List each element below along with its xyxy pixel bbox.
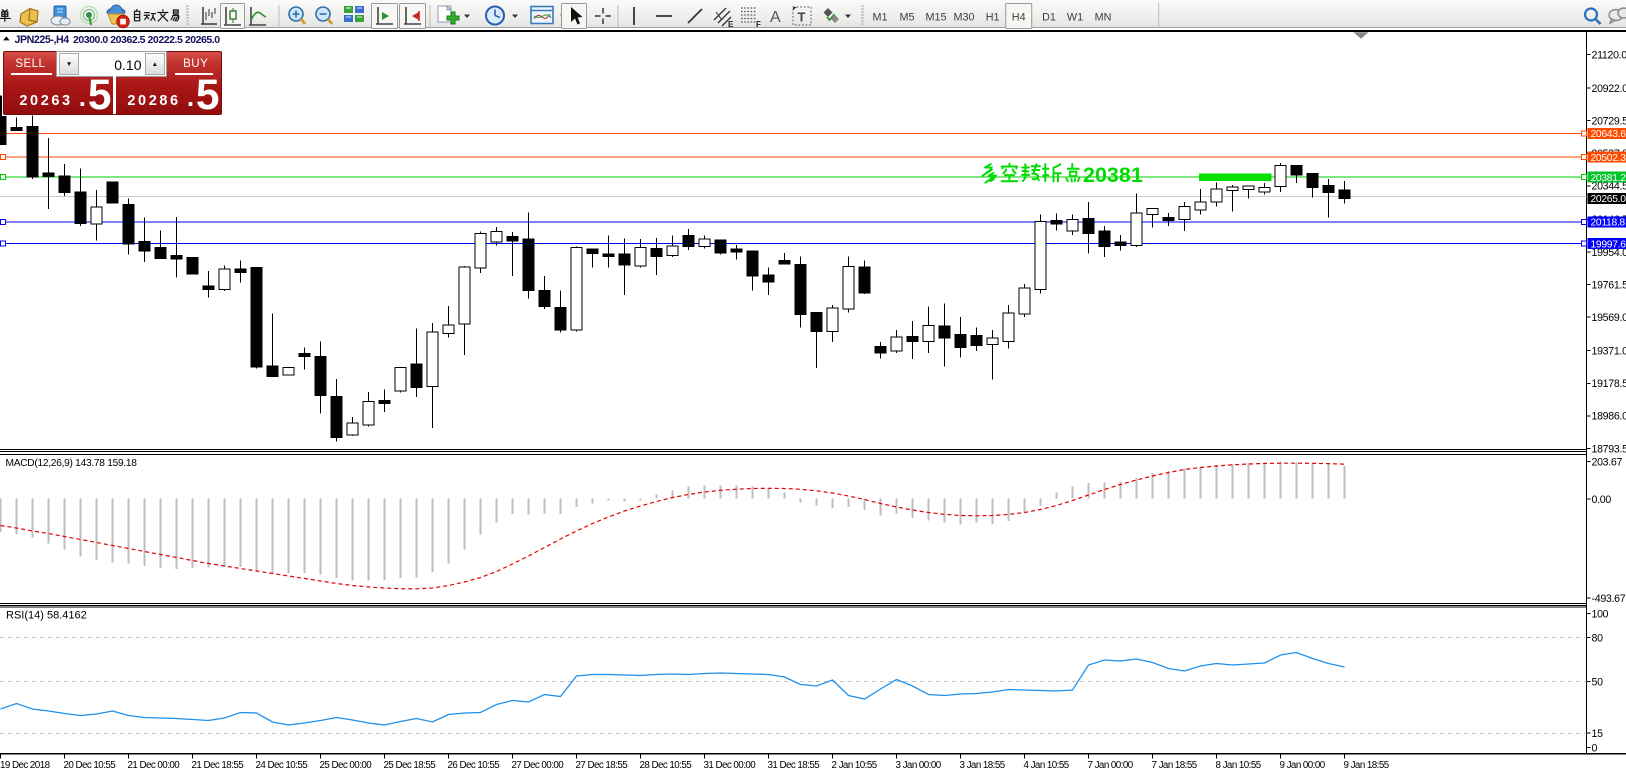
svg-text:18793.5: 18793.5 <box>1592 443 1626 455</box>
svg-text:F: F <box>756 20 761 29</box>
svg-text:21120.0: 21120.0 <box>1592 49 1626 61</box>
svg-text:20344.5: 20344.5 <box>1592 181 1626 193</box>
svg-text:203.67: 203.67 <box>1592 456 1623 468</box>
svg-text:20300.0 20362.5 20222.5 20265.: 20300.0 20362.5 20222.5 20265.0 <box>73 34 220 46</box>
svg-text:31 Dec 00:00: 31 Dec 00:00 <box>704 760 757 771</box>
svg-text:27 Dec 00:00: 27 Dec 00:00 <box>512 760 565 771</box>
svg-text:7 Jan 18:55: 7 Jan 18:55 <box>1152 760 1198 771</box>
svg-text:50: 50 <box>1592 676 1604 688</box>
svg-text:26 Dec 10:55: 26 Dec 10:55 <box>448 760 501 771</box>
svg-text:19761.5: 19761.5 <box>1592 279 1626 291</box>
svg-text:20643.6: 20643.6 <box>1591 129 1626 140</box>
svg-text:JPN225-,H4: JPN225-,H4 <box>15 34 70 46</box>
svg-text:W1: W1 <box>1067 12 1083 24</box>
svg-text:T: T <box>798 10 806 25</box>
svg-text:-493.67: -493.67 <box>1592 593 1626 605</box>
svg-text:0.00: 0.00 <box>1592 494 1612 506</box>
svg-text:25 Dec 00:00: 25 Dec 00:00 <box>320 760 373 771</box>
svg-text:15: 15 <box>1592 728 1604 740</box>
svg-text:A: A <box>770 9 781 26</box>
svg-text:M15: M15 <box>925 12 946 24</box>
svg-text:20502.3: 20502.3 <box>1591 153 1626 164</box>
svg-text:D1: D1 <box>1042 12 1056 24</box>
svg-text:19954.0: 19954.0 <box>1592 247 1626 259</box>
svg-text:7 Jan 00:00: 7 Jan 00:00 <box>1088 760 1134 771</box>
svg-text:100: 100 <box>1592 608 1609 620</box>
svg-text:27 Dec 18:55: 27 Dec 18:55 <box>576 760 629 771</box>
svg-text:24 Dec 10:55: 24 Dec 10:55 <box>256 760 309 771</box>
svg-text:M30: M30 <box>953 12 974 24</box>
svg-text:18986.0: 18986.0 <box>1592 411 1626 423</box>
svg-text:19 Dec 2018: 19 Dec 2018 <box>0 760 51 771</box>
svg-text:80: 80 <box>1592 632 1604 644</box>
svg-text:20729.5: 20729.5 <box>1592 115 1626 127</box>
svg-text:20265.0: 20265.0 <box>1591 194 1626 205</box>
svg-text:MN: MN <box>1095 12 1112 24</box>
svg-text:3 Jan 18:55: 3 Jan 18:55 <box>960 760 1006 771</box>
svg-text:4 Jan 10:55: 4 Jan 10:55 <box>1024 760 1070 771</box>
svg-text:25 Dec 18:55: 25 Dec 18:55 <box>384 760 437 771</box>
svg-text:M1: M1 <box>873 12 888 24</box>
svg-text:M5: M5 <box>900 12 915 24</box>
svg-text:20118.8: 20118.8 <box>1591 218 1626 229</box>
svg-text:28 Dec 10:55: 28 Dec 10:55 <box>640 760 693 771</box>
svg-text:2 Jan 10:55: 2 Jan 10:55 <box>832 760 878 771</box>
svg-text:21 Dec 00:00: 21 Dec 00:00 <box>128 760 181 771</box>
svg-text:3 Jan 00:00: 3 Jan 00:00 <box>896 760 942 771</box>
svg-text:19997.6: 19997.6 <box>1591 239 1626 250</box>
svg-text:RSI(14) 58.4162: RSI(14) 58.4162 <box>6 610 87 622</box>
svg-text:8 Jan 10:55: 8 Jan 10:55 <box>1216 760 1262 771</box>
svg-text:19371.0: 19371.0 <box>1592 345 1626 357</box>
svg-text:20381.2: 20381.2 <box>1591 173 1626 184</box>
svg-text:H4: H4 <box>1012 12 1026 24</box>
svg-text:9 Jan 00:00: 9 Jan 00:00 <box>1280 760 1326 771</box>
svg-text:20381: 20381 <box>1083 163 1143 187</box>
svg-text:MACD(12,26,9) 143.78 159.18: MACD(12,26,9) 143.78 159.18 <box>6 458 138 469</box>
svg-text:9 Jan 18:55: 9 Jan 18:55 <box>1344 760 1390 771</box>
svg-text:H1: H1 <box>986 12 1000 24</box>
svg-text:19569.0: 19569.0 <box>1592 312 1626 324</box>
svg-text:21 Dec 18:55: 21 Dec 18:55 <box>192 760 245 771</box>
svg-text:19178.5: 19178.5 <box>1592 378 1626 390</box>
svg-text:E: E <box>728 20 734 29</box>
svg-text:31 Dec 18:55: 31 Dec 18:55 <box>768 760 821 771</box>
svg-text:0: 0 <box>1592 742 1598 754</box>
svg-text:20 Dec 10:55: 20 Dec 10:55 <box>64 760 117 771</box>
svg-text:20922.0: 20922.0 <box>1592 83 1626 95</box>
